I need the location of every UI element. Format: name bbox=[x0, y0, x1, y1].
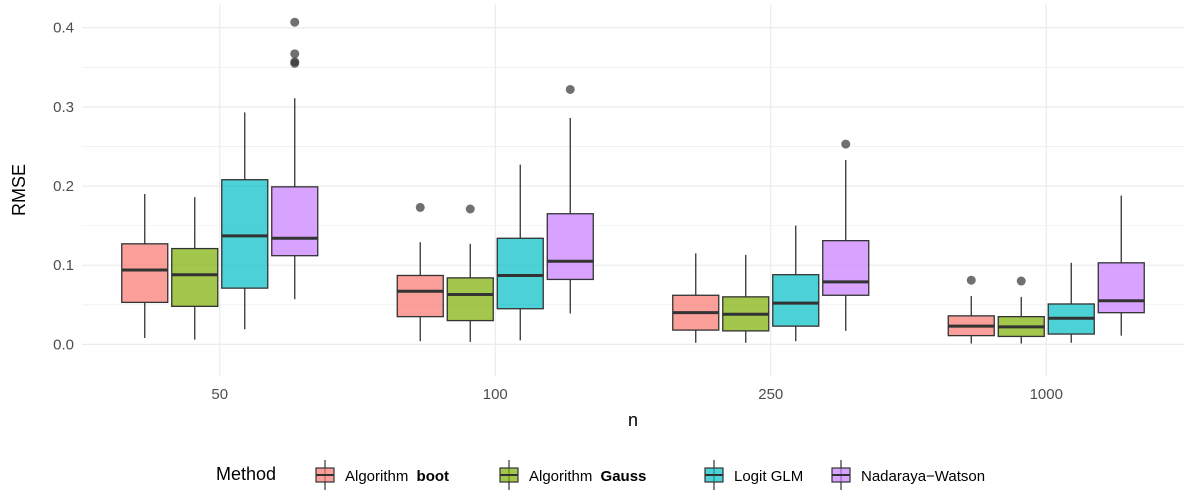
legend-label: Nadaraya−Watson bbox=[861, 468, 985, 485]
legend-item: Algorithm Gauss bbox=[499, 460, 646, 490]
box-group bbox=[396, 202, 444, 342]
outlier-point bbox=[841, 139, 851, 149]
y-tick-label: 0.1 bbox=[53, 257, 74, 274]
legend-item: Algorithm boot bbox=[315, 460, 449, 490]
box-iqr bbox=[546, 213, 594, 281]
box-group bbox=[947, 275, 995, 344]
legend-label: Algorithm Gauss bbox=[529, 468, 646, 485]
y-tick-label: 0.0 bbox=[53, 336, 74, 353]
outlier-point bbox=[290, 49, 300, 59]
legend-label-bold: boot bbox=[417, 468, 449, 485]
box-group bbox=[822, 139, 870, 331]
box-group bbox=[171, 197, 219, 340]
box-group bbox=[722, 254, 770, 343]
box-group bbox=[1097, 195, 1145, 336]
y-tick-label: 0.4 bbox=[53, 20, 74, 37]
box-group bbox=[672, 253, 720, 343]
y-tick-label: 0.3 bbox=[53, 99, 74, 116]
box-iqr bbox=[171, 247, 219, 307]
y-axis-title: RMSE bbox=[9, 164, 29, 216]
legend-label: Algorithm boot bbox=[345, 468, 449, 485]
legend-label: Logit GLM bbox=[734, 468, 803, 485]
box-iqr bbox=[496, 237, 544, 310]
outlier-point bbox=[415, 202, 425, 212]
legend-label-prefix: Algorithm bbox=[529, 468, 597, 485]
legend-label-bold: Gauss bbox=[601, 468, 647, 485]
legend: Method Algorithm boot Algorithm Gauss Logi… bbox=[216, 460, 985, 490]
outlier-point bbox=[966, 275, 976, 285]
outlier-point bbox=[290, 17, 300, 27]
box-group bbox=[121, 193, 169, 339]
box-iqr bbox=[822, 240, 870, 296]
box-group bbox=[546, 84, 594, 314]
y-tick-labels: 0.0 0.1 0.2 0.3 0.4 bbox=[53, 20, 74, 354]
x-tick-label: 1000 bbox=[1030, 386, 1063, 403]
box-group bbox=[271, 17, 319, 300]
box-iqr bbox=[121, 243, 169, 304]
outlier-point bbox=[465, 204, 475, 214]
box-iqr bbox=[446, 277, 494, 322]
box-group bbox=[496, 164, 544, 341]
box-iqr bbox=[221, 179, 269, 289]
legend-item: Logit GLM bbox=[704, 460, 803, 490]
box-iqr bbox=[396, 274, 444, 318]
x-tick-label: 250 bbox=[758, 386, 783, 403]
outlier-point bbox=[1016, 276, 1026, 286]
box-iqr bbox=[772, 274, 820, 327]
y-tick-label: 0.2 bbox=[53, 178, 74, 195]
box-iqr bbox=[271, 186, 319, 257]
legend-label-prefix: Algorithm bbox=[345, 468, 413, 485]
box-iqr bbox=[1097, 262, 1145, 314]
x-tick-label: 100 bbox=[483, 386, 508, 403]
box-group bbox=[446, 204, 494, 342]
legend-item: Nadaraya−Watson bbox=[831, 460, 985, 490]
outlier-point bbox=[565, 84, 575, 94]
x-axis-title: n bbox=[628, 410, 638, 430]
box-group bbox=[221, 112, 269, 330]
outlier-point bbox=[290, 57, 300, 67]
box-group bbox=[997, 276, 1045, 344]
x-tick-labels: 50 100 250 1000 bbox=[211, 386, 1063, 403]
x-tick-label: 50 bbox=[211, 386, 228, 403]
boxes bbox=[121, 17, 1145, 344]
box-group bbox=[1047, 262, 1095, 343]
box-group bbox=[772, 225, 820, 342]
legend-title: Method bbox=[216, 464, 276, 484]
